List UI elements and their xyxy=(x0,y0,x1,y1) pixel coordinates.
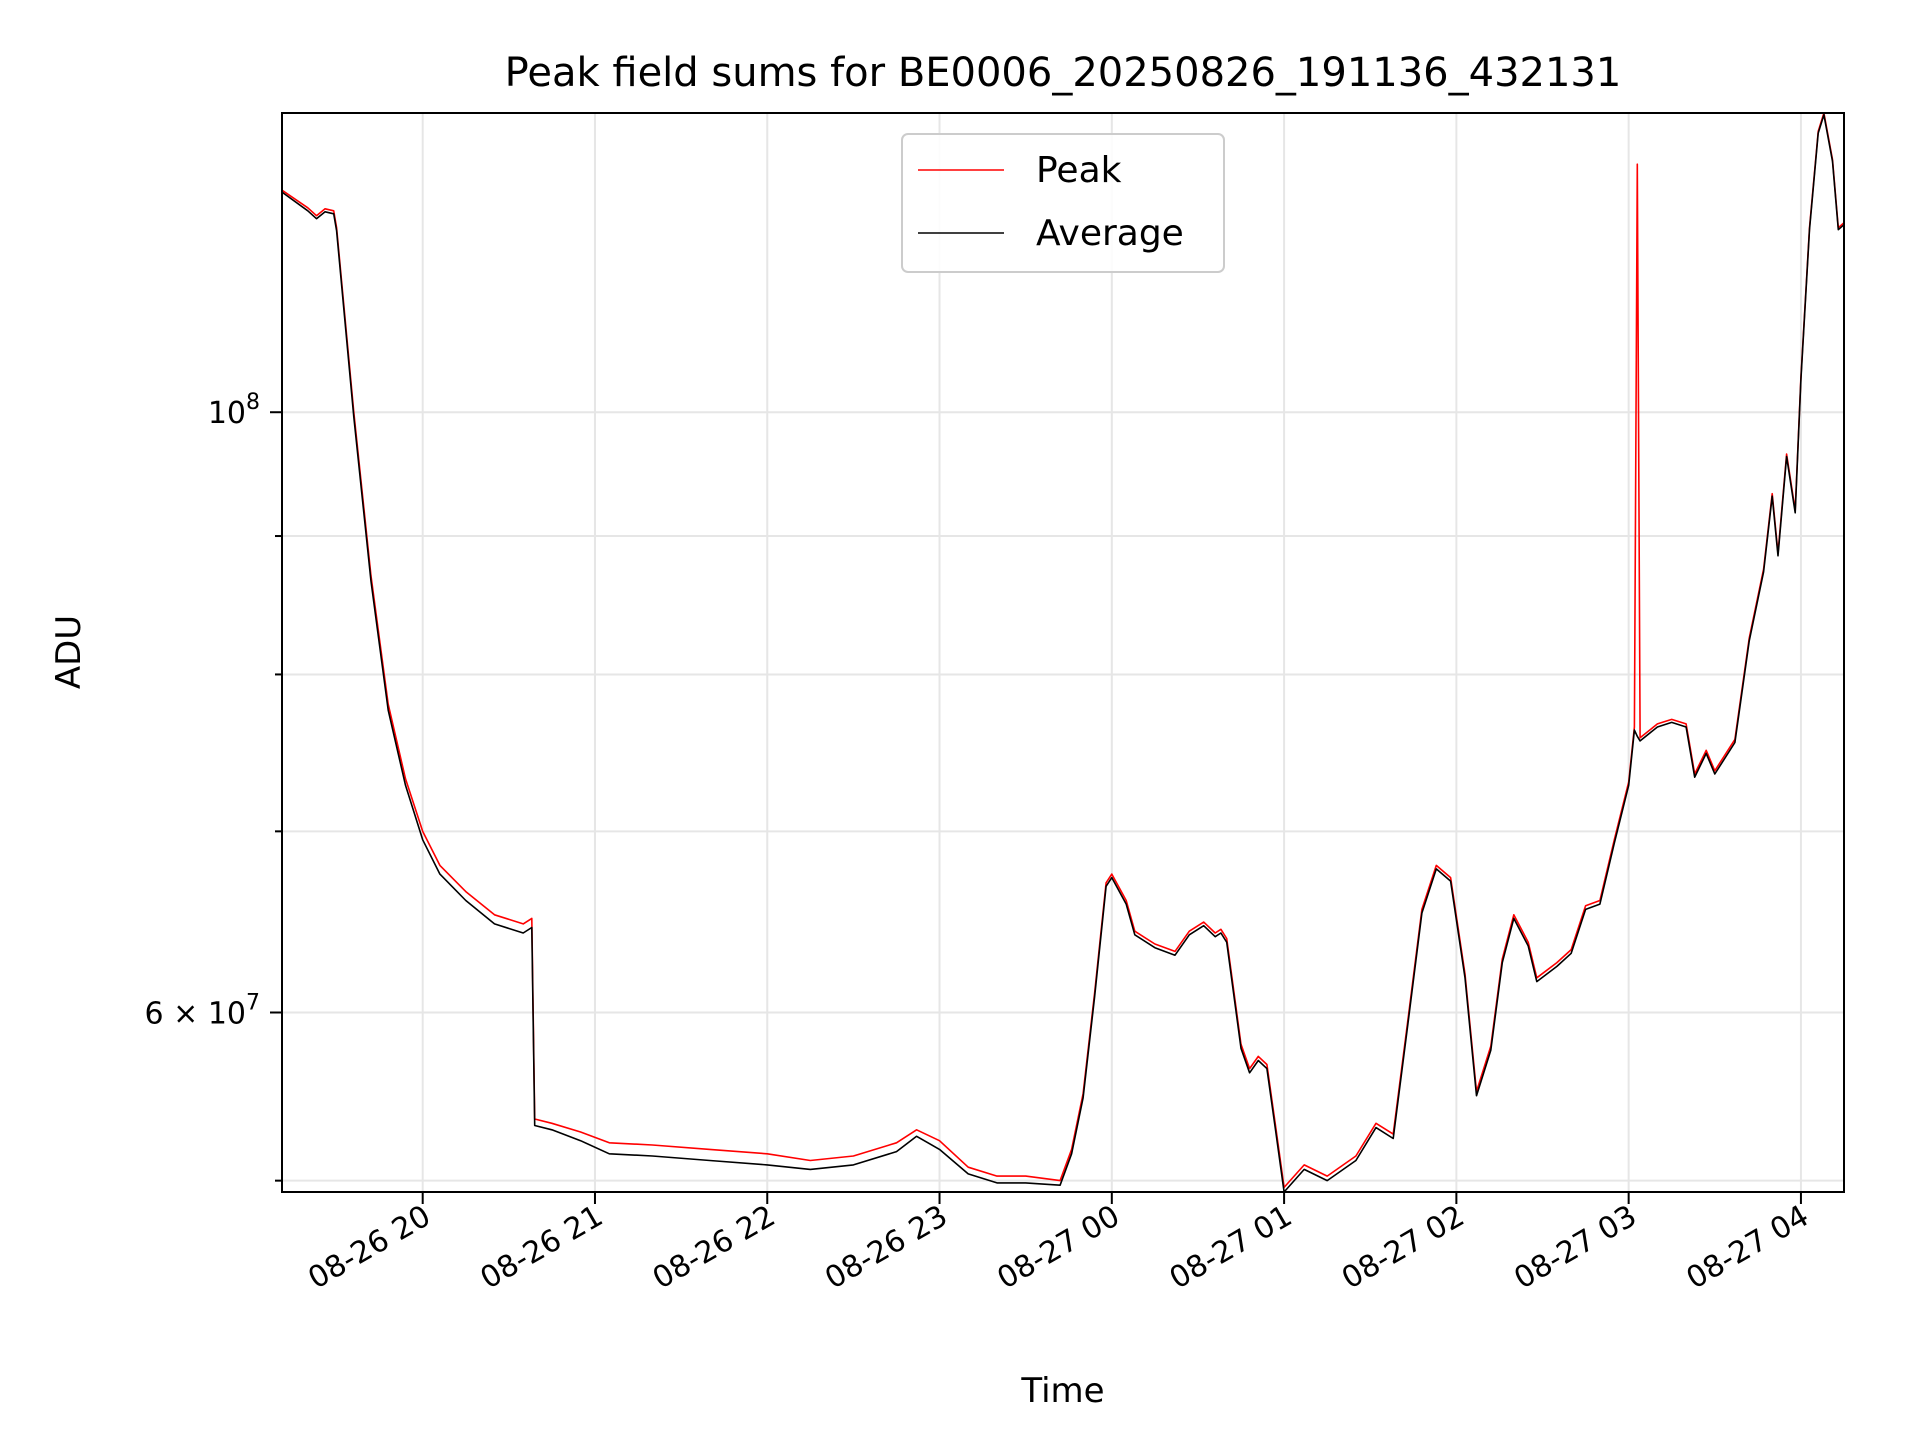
x-tick-label: 08-27 03 xyxy=(1508,1199,1642,1297)
x-tick-label: 08-26 22 xyxy=(647,1199,781,1297)
x-tick-label: 08-27 02 xyxy=(1336,1199,1470,1297)
grid-lines xyxy=(282,113,1844,1192)
y-tick-label: 6 × 107 xyxy=(145,990,260,1031)
legend-label-peak: Peak xyxy=(1036,150,1122,191)
x-axis-label: Time xyxy=(1020,1371,1104,1411)
legend-label-average: Average xyxy=(1036,213,1184,254)
x-tick-label: 08-27 04 xyxy=(1681,1199,1815,1297)
y-axis-ticks: 108 6 × 107 xyxy=(145,390,282,1182)
x-tick-label: 08-27 01 xyxy=(1164,1199,1298,1297)
series-line-peak xyxy=(281,112,1845,1189)
series-line-average xyxy=(281,114,1845,1193)
x-tick-label: 08-26 21 xyxy=(475,1199,609,1297)
chart-title: Peak field sums for BE0006_20250826_1911… xyxy=(505,50,1622,96)
legend: Peak Average xyxy=(901,133,1225,273)
x-tick-label: 08-27 00 xyxy=(991,1199,1125,1297)
y-axis-label: ADU xyxy=(49,615,89,689)
x-axis-ticks: 08-26 20 08-26 21 08-26 22 08-26 23 08-27 00… xyxy=(302,1192,1815,1296)
legend-box xyxy=(901,133,1225,273)
y-tick-label: 108 xyxy=(208,390,260,431)
x-tick-label: 08-26 20 xyxy=(302,1199,436,1297)
x-tick-label: 08-26 23 xyxy=(819,1199,953,1297)
axes-frame xyxy=(281,112,1845,1193)
plot-area-lines xyxy=(281,112,1845,1193)
